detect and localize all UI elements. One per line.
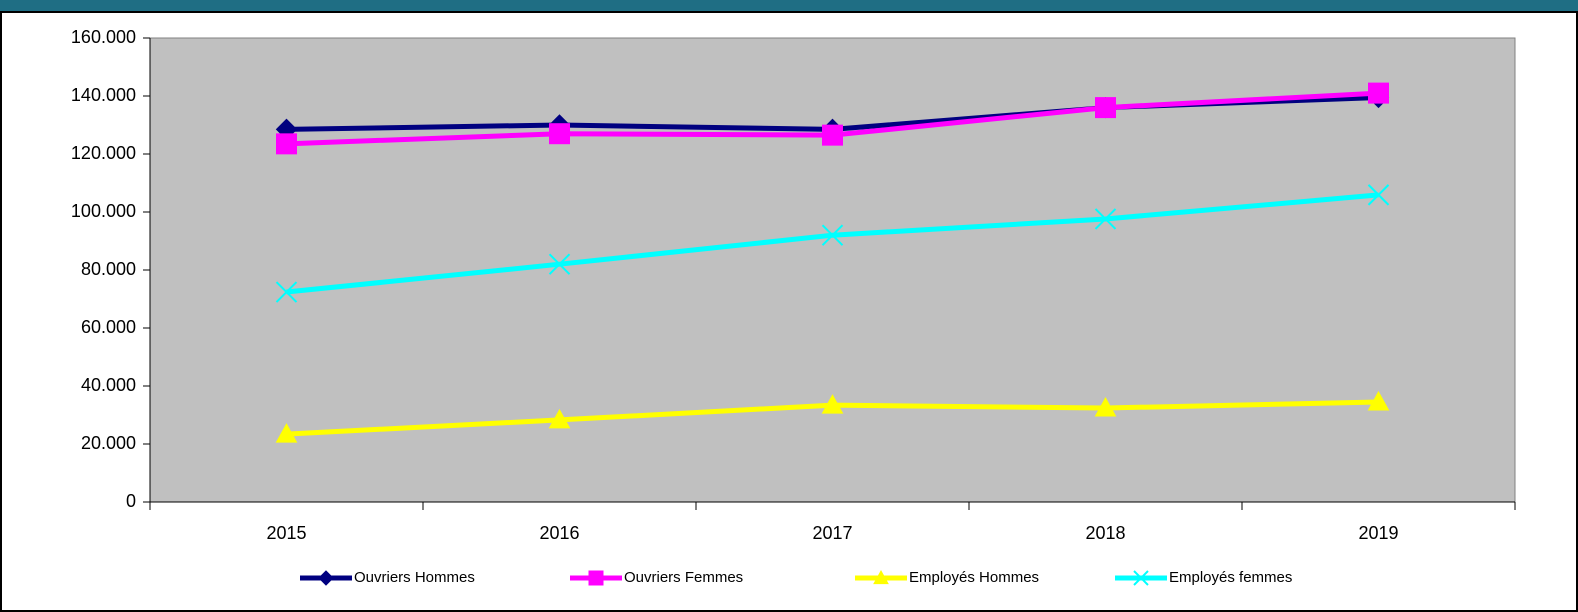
title-bar [0, 0, 1578, 12]
marker [1094, 208, 1117, 230]
y-tick-label: 0 [126, 491, 136, 511]
y-tick-label: 80.000 [81, 259, 136, 279]
marker [1095, 97, 1116, 119]
legend-label: Ouvriers Hommes [354, 569, 475, 586]
marker [822, 124, 843, 146]
x-tick-label: 2015 [266, 523, 306, 543]
marker [549, 123, 570, 145]
marker [1368, 82, 1389, 104]
y-tick-label: 100.000 [71, 201, 136, 221]
y-tick-label: 20.000 [81, 433, 136, 453]
y-tick-label: 40.000 [81, 375, 136, 395]
legend-label: Employés femmes [1169, 569, 1292, 586]
y-tick-label: 120.000 [71, 143, 136, 163]
marker [1133, 570, 1149, 586]
marker [548, 408, 571, 429]
marker [821, 224, 844, 246]
marker [821, 394, 844, 414]
frame [0, 11, 1578, 612]
marker [1094, 397, 1117, 417]
legend-label: Employés Hommes [909, 569, 1039, 586]
plot-area [149, 37, 1516, 503]
x-tick-label: 2018 [1085, 523, 1125, 543]
marker [318, 570, 334, 586]
marker [873, 569, 889, 585]
legend-label: Ouvriers Femmes [624, 569, 743, 586]
x-tick-label: 2017 [812, 523, 852, 543]
y-tick-label: 140.000 [71, 85, 136, 105]
x-tick-label: 2016 [539, 523, 579, 543]
marker [548, 253, 571, 275]
x-tick-label: 2019 [1358, 523, 1398, 543]
marker [1367, 390, 1390, 411]
marker [588, 570, 604, 586]
y-tick-label: 60.000 [81, 317, 136, 337]
y-tick-label: 160.000 [71, 27, 136, 47]
marker [275, 423, 298, 443]
marker [276, 133, 297, 155]
marker [275, 281, 298, 303]
marker [1367, 184, 1390, 206]
